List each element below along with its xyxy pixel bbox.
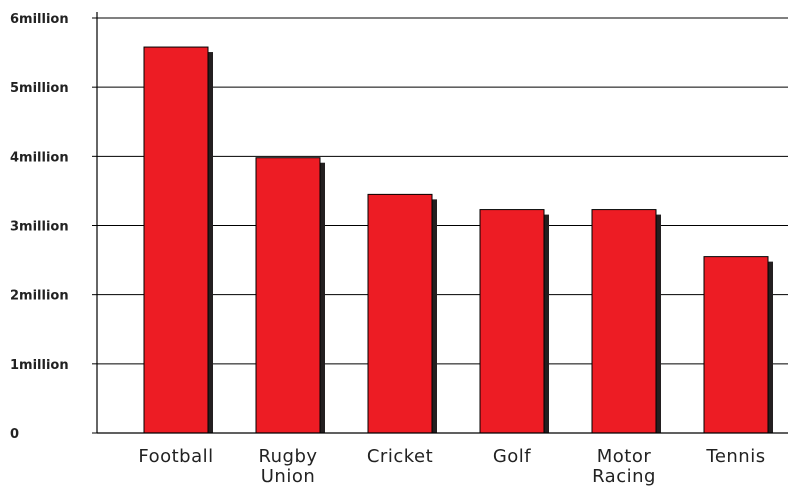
bar-cricket [367, 193, 433, 434]
x-tick-label: Cricket [367, 446, 433, 467]
bar-rugby-union [255, 157, 321, 434]
y-tick-label: 3million [10, 220, 69, 235]
bars [143, 46, 773, 434]
x-tick-label: Golf [493, 446, 531, 467]
x-tick-label: Rugby Union [258, 446, 317, 487]
y-tick-label: 6million [10, 12, 69, 27]
y-tick-label: 0 [10, 427, 19, 442]
bar-golf [479, 209, 545, 434]
y-tick-label: 2million [10, 289, 69, 304]
x-tick-label: Football [138, 446, 213, 467]
bar-football [143, 46, 209, 434]
x-tick-label: Tennis [705, 446, 765, 467]
tick-labels: 0 1million 2million 3million 4million 5millio… [10, 12, 765, 487]
y-tick-label: 4million [10, 150, 69, 165]
y-tick-label: 5million [10, 81, 69, 96]
x-tick-label: Motor Racing [592, 446, 656, 487]
bar-motor-racing [591, 209, 657, 434]
y-tick-label: 1million [10, 358, 69, 373]
bar-tennis [703, 256, 769, 434]
axes [92, 12, 788, 434]
